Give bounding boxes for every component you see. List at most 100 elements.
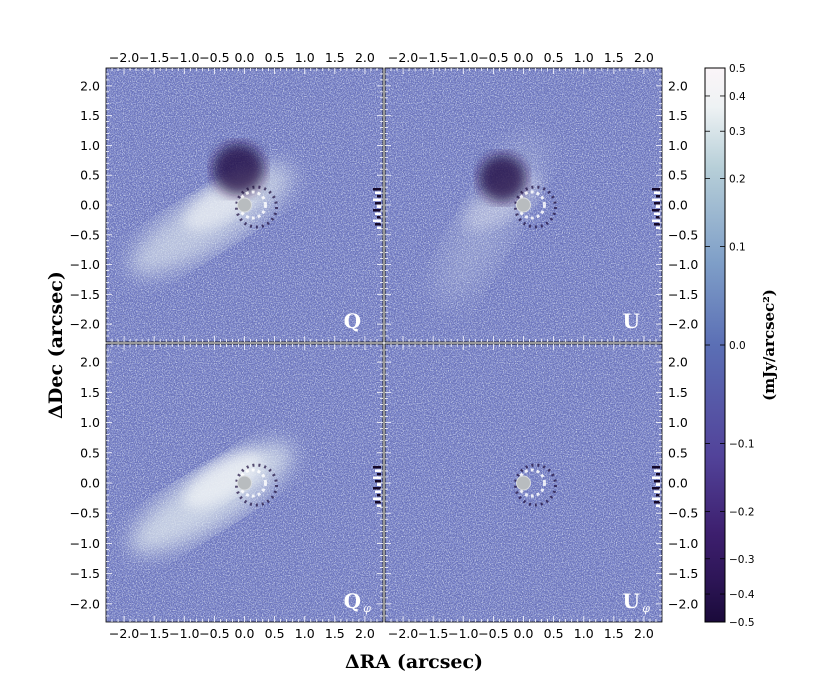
colorbar-tick-label: −0.4	[729, 589, 755, 601]
coronagraph-mask	[237, 197, 252, 213]
edge-artefact	[377, 205, 381, 209]
x-tick-label: 0.5	[544, 626, 564, 641]
x-tick-label: 1.0	[295, 626, 315, 641]
edge-artefact	[375, 469, 381, 472]
x-tick-label: −0.5	[199, 50, 229, 65]
y-tick-label: 0.0	[80, 476, 100, 491]
edge-artefact	[375, 479, 381, 483]
panel-label-subscript: φ	[363, 602, 371, 615]
x-tick-label: 1.5	[325, 50, 345, 65]
edge-artefact	[654, 469, 660, 472]
x-tick-label: 1.0	[295, 50, 315, 65]
coronagraph-mask	[516, 197, 531, 213]
x-tick-label: 0.0	[235, 50, 255, 65]
y-tick-label: −1.0	[70, 257, 100, 272]
y-tick-label: 1.5	[668, 108, 688, 123]
y-tick-label: 2.0	[668, 355, 688, 370]
colorbar: 0.5 0.4 0.3 0.2 0.1 0.0 −0.1 −0.2 −0.3 −0.4 −0.5 (…	[704, 63, 778, 629]
coronagraph-mask	[237, 475, 252, 491]
colorbar-tick-label: 0.3	[729, 126, 746, 138]
edge-artefact	[652, 497, 660, 500]
colorbar-tick-label: 0.0	[729, 340, 746, 352]
x-tick-label: −1.0	[448, 50, 478, 65]
x-tick-label: −1.0	[169, 626, 199, 641]
x-tick-label: −0.5	[478, 50, 508, 65]
y-tick-label: −1.5	[668, 287, 698, 302]
colorbar-title: (mJy/arcsec²)	[760, 289, 778, 401]
panel-Q	[106, 68, 383, 342]
edge-artefact	[373, 465, 381, 469]
x-tick-label: 0.5	[265, 626, 285, 641]
residual-pattern	[517, 190, 546, 220]
x-tick-label: −1.0	[448, 626, 478, 641]
y-tick-label: 1.5	[80, 108, 100, 123]
panel-label-U: U	[623, 309, 640, 333]
y-tick-label: 1.0	[668, 138, 688, 153]
y-tick-label: −1.5	[70, 566, 100, 581]
edge-artefact	[377, 195, 381, 198]
colorbar-tick-label: −0.1	[729, 438, 755, 450]
x-tick-label: 0.0	[514, 626, 534, 641]
colorbar-tick-label: 0.4	[729, 91, 746, 103]
edge-artefact	[373, 476, 381, 479]
x-tick-label: 1.0	[574, 626, 594, 641]
residual-pattern	[238, 190, 267, 220]
x-tick-label: 2.0	[355, 626, 375, 641]
edge-artefact	[654, 479, 660, 483]
x-tick-label: −0.5	[478, 626, 508, 641]
edge-artefact	[373, 198, 381, 202]
edge-artefact	[654, 500, 660, 504]
edge-artefact	[377, 226, 381, 230]
lobe-core	[184, 451, 263, 509]
colorbar-tick-label: −0.3	[729, 554, 755, 566]
y-tick-label: 0.5	[668, 168, 688, 183]
y-tick-label: −2.0	[70, 596, 100, 611]
y-tick-label: 0.5	[668, 445, 688, 460]
x-tick-label: −2.0	[109, 626, 139, 641]
edge-artefact	[656, 493, 660, 497]
x-tick-label: 1.5	[604, 50, 624, 65]
y-tick-label: −2.0	[668, 317, 698, 332]
x-tick-label: −2.0	[388, 50, 418, 65]
y-tick-label: −0.5	[668, 506, 698, 521]
y-tick-label: 1.5	[668, 385, 688, 400]
y-tick-label: −0.5	[70, 506, 100, 521]
edge-artefact	[654, 202, 660, 205]
colorbar-tick-label: 0.2	[729, 173, 746, 185]
y-tick-label: 1.0	[668, 415, 688, 430]
edge-artefact	[656, 472, 660, 476]
edge-artefact	[656, 216, 660, 219]
x-tick-label: −2.0	[109, 50, 139, 65]
y-tick-label: 0.5	[80, 168, 100, 183]
x-tick-label: −1.5	[139, 626, 169, 641]
edge-artefact	[652, 486, 660, 490]
edge-artefact	[375, 223, 381, 226]
panel-label-Qphi: Q	[344, 589, 361, 613]
x-tick-label: −1.0	[169, 50, 199, 65]
x-tick-label: 2.0	[355, 50, 375, 65]
residual-ring	[514, 185, 557, 229]
edge-artefact	[654, 191, 660, 195]
y-tick-label: 2.0	[668, 78, 688, 93]
edge-artefact	[652, 476, 660, 479]
x-tick-label: 2.0	[634, 50, 654, 65]
x-tick-label: 1.5	[604, 626, 624, 641]
edge-artefact	[656, 483, 660, 486]
edge-artefact	[375, 212, 381, 216]
edge-artefact	[375, 500, 381, 504]
panel-label-Uphi: U	[623, 589, 640, 613]
y-tick-label: 0.5	[80, 445, 100, 460]
x-tick-label: 2.0	[634, 626, 654, 641]
residual-ring	[235, 185, 278, 229]
y-tick-label: 0.0	[668, 476, 688, 491]
panel-U	[385, 68, 662, 342]
edge-artefact	[652, 188, 660, 191]
y-tick-label: 2.0	[80, 355, 100, 370]
y-tick-label: −0.5	[70, 227, 100, 242]
edge-artefact	[656, 195, 660, 198]
x-axis-title: ΔRA (arcsec)	[345, 651, 483, 673]
edge-artefact	[377, 472, 381, 476]
y-tick-label: 2.0	[80, 78, 100, 93]
edge-artefact	[377, 493, 381, 497]
edge-artefact	[377, 483, 381, 486]
